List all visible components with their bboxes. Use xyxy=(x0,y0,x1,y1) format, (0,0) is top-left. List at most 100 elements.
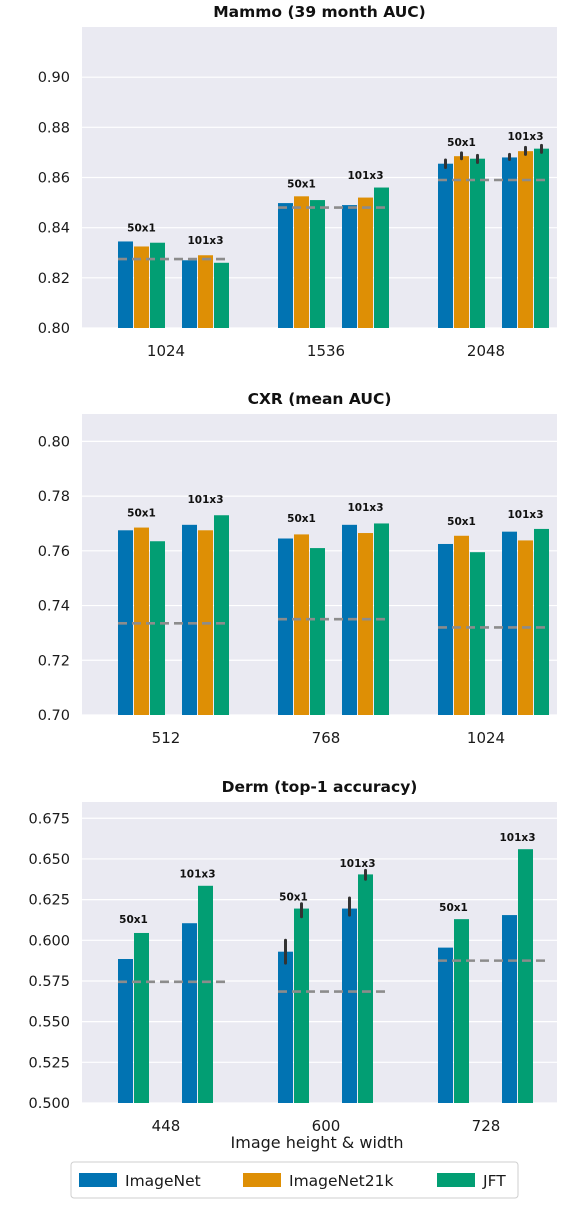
legend-swatch-jft xyxy=(437,1173,475,1187)
bar-imagenet-101x3-1024 xyxy=(182,260,197,328)
bar-imagenet-101x3-2048 xyxy=(502,157,517,328)
x-tick-label: 768 xyxy=(312,729,341,747)
bar-imagenet-101x3-600 xyxy=(342,908,357,1103)
bar-imagenet-101x3-1536 xyxy=(342,205,357,328)
y-tick-label: 0.675 xyxy=(28,811,70,827)
bar-jft-50x1-1024 xyxy=(470,552,485,715)
panel-mammo: 0.80 0.82 0.84 0.86 0.88 0.90 Mammo (39 month … xyxy=(38,3,557,360)
y-tick-label: 0.82 xyxy=(38,271,70,287)
bar-imagenet21k-101x3-1536 xyxy=(358,197,373,328)
bar-imagenet21k-50x1-768 xyxy=(294,534,309,715)
bar-imagenet-101x3-728 xyxy=(502,915,517,1103)
bar-imagenet21k-101x3-768 xyxy=(358,533,373,715)
bar-jft-50x1-512 xyxy=(150,541,165,715)
group-label: 101x3 xyxy=(188,235,224,247)
x-tick-label: 1024 xyxy=(147,342,185,360)
chart-title: Mammo (39 month AUC) xyxy=(213,3,426,21)
y-tick-label: 0.600 xyxy=(28,933,70,949)
y-tick-label: 0.500 xyxy=(28,1096,70,1112)
legend-label-jft: JFT xyxy=(482,1172,506,1190)
group-label: 101x3 xyxy=(340,858,376,870)
bar-jft-50x1-1536 xyxy=(310,200,325,328)
bar-imagenet-50x1-600 xyxy=(278,951,293,1103)
group-label: 101x3 xyxy=(188,494,224,506)
group-label: 50x1 xyxy=(119,914,148,926)
group-label: 50x1 xyxy=(127,508,156,520)
y-tick-label: 0.84 xyxy=(38,221,70,237)
group-label: 101x3 xyxy=(508,131,544,143)
bar-imagenet-101x3-1024 xyxy=(502,531,517,715)
legend-frame xyxy=(70,1161,519,1199)
bar-jft-101x3-1024 xyxy=(534,528,549,715)
y-tick-label: 0.525 xyxy=(28,1055,70,1071)
x-tick-label: 1024 xyxy=(467,729,505,747)
bar-imagenet-50x1-1024 xyxy=(118,241,133,328)
legend-label-imagenet21k: ImageNet21k xyxy=(289,1172,393,1190)
legend: ImageNet ImageNet21k JFT xyxy=(70,1161,519,1199)
x-tick-label: 1536 xyxy=(307,342,345,360)
bar-imagenet-50x1-2048 xyxy=(438,163,453,328)
y-tick-label: 0.76 xyxy=(38,544,70,560)
chart-title: CXR (mean AUC) xyxy=(248,390,392,408)
x-tick-label: 728 xyxy=(472,1117,501,1135)
group-label: 50x1 xyxy=(287,513,316,525)
x-tick-label: 512 xyxy=(152,729,181,747)
y-tick-label: 0.86 xyxy=(38,171,70,187)
bar-jft-101x3-512 xyxy=(214,515,229,715)
plot-area xyxy=(82,802,557,1103)
x-axis-title: Image height & width xyxy=(231,1133,404,1152)
y-tick-label: 0.650 xyxy=(28,852,70,868)
x-tick-label: 600 xyxy=(312,1117,341,1135)
group-label: 50x1 xyxy=(447,516,476,528)
bar-jft-101x3-1024 xyxy=(214,262,229,328)
x-tick-label: 2048 xyxy=(467,342,505,360)
group-label: 50x1 xyxy=(287,179,316,191)
bar-imagenet-50x1-1024 xyxy=(438,543,453,715)
y-tick-label: 0.575 xyxy=(28,974,70,990)
group-label: 50x1 xyxy=(279,891,308,903)
bar-jft-50x1-600 xyxy=(294,908,309,1103)
group-label: 101x3 xyxy=(180,869,216,881)
group-label: 50x1 xyxy=(447,137,476,149)
y-tick-label: 0.90 xyxy=(38,70,70,86)
bar-jft-101x3-448 xyxy=(198,885,213,1103)
chart-title: Derm (top-1 accuracy) xyxy=(222,778,418,796)
bar-imagenet21k-50x1-2048 xyxy=(454,156,469,328)
group-label: 101x3 xyxy=(348,170,384,182)
group-label: 101x3 xyxy=(500,832,536,844)
bar-imagenet-50x1-768 xyxy=(278,538,293,715)
legend-swatch-imagenet xyxy=(79,1173,117,1187)
panel-cxr: 0.70 0.72 0.74 0.76 0.78 0.80 CXR (mean AUC) 51… xyxy=(38,390,557,747)
bar-imagenet21k-50x1-1536 xyxy=(294,196,309,328)
y-tick-label: 0.72 xyxy=(38,653,70,669)
bar-jft-50x1-1024 xyxy=(150,242,165,328)
y-tick-label: 0.74 xyxy=(38,599,70,615)
bar-jft-101x3-2048 xyxy=(534,148,549,328)
bar-imagenet-50x1-448 xyxy=(118,959,133,1103)
x-tick-label: 448 xyxy=(152,1117,181,1135)
bar-jft-50x1-448 xyxy=(134,932,149,1103)
bar-imagenet21k-101x3-2048 xyxy=(518,151,533,328)
bar-jft-50x1-768 xyxy=(310,548,325,715)
y-tick-label: 0.70 xyxy=(38,708,70,724)
bar-imagenet21k-50x1-512 xyxy=(134,527,149,715)
group-label: 101x3 xyxy=(508,509,544,521)
group-label: 50x1 xyxy=(439,902,468,914)
panel-derm: 0.500 0.525 0.550 0.575 0.600 0.625 0.650 0.675… xyxy=(28,778,557,1135)
bar-imagenet21k-50x1-1024 xyxy=(454,535,469,715)
bar-imagenet-50x1-728 xyxy=(438,947,453,1103)
bar-jft-50x1-2048 xyxy=(470,158,485,328)
bar-imagenet-50x1-1536 xyxy=(278,203,293,328)
group-label: 50x1 xyxy=(127,222,156,234)
y-tick-label: 0.550 xyxy=(28,1015,70,1031)
y-tick-label: 0.88 xyxy=(38,120,70,136)
legend-label-imagenet: ImageNet xyxy=(125,1172,201,1190)
bar-jft-101x3-600 xyxy=(358,874,373,1103)
bar-imagenet-101x3-512 xyxy=(182,524,197,715)
bar-imagenet21k-101x3-1024 xyxy=(198,255,213,328)
y-tick-label: 0.80 xyxy=(38,321,70,337)
bar-jft-50x1-728 xyxy=(454,919,469,1103)
y-tick-label: 0.625 xyxy=(28,893,70,909)
